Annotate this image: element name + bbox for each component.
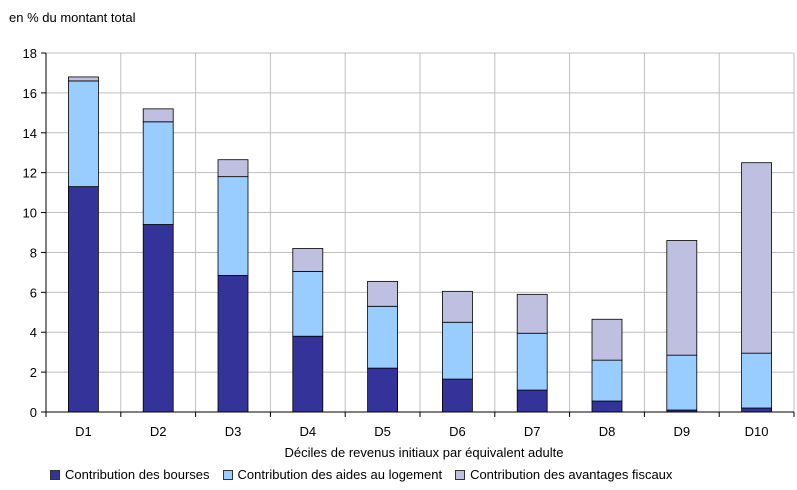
bar-segment-d8-s2	[591, 318, 623, 361]
bar-segment-d6-s0	[441, 378, 473, 413]
bar-segment-d7-s2	[516, 293, 548, 334]
x-tick-label: D8	[599, 424, 616, 439]
x-tick-label: D5	[374, 424, 391, 439]
axes: 0 2 4 6 8 10 12 14 16 18 D1 D2 D3 D4 D5 D6 D7 D8 D9 D10	[23, 46, 795, 439]
y-tick-label: 8	[30, 245, 37, 260]
legend-label-bourses: Contribution des bourses	[65, 467, 210, 482]
bar-segment-d4-s1	[292, 270, 324, 337]
legend-swatch-avantages-fiscaux	[455, 469, 466, 480]
y-tick-label: 12	[23, 166, 37, 181]
bar-segment-d2-s1	[142, 121, 174, 225]
y-tick-label: 0	[30, 405, 37, 420]
y-tick-label: 2	[30, 365, 37, 380]
bars	[68, 76, 772, 413]
bar-segment-d6-s1	[441, 321, 473, 380]
bar-segment-d3-s1	[217, 176, 249, 276]
legend-swatch-bourses	[50, 469, 60, 480]
x-tick-label: D9	[673, 424, 690, 439]
bar-segment-d8-s1	[591, 359, 623, 402]
x-tick-label: D2	[150, 424, 167, 439]
bar-segment-d1-s0	[68, 186, 99, 413]
x-tick-label: D4	[299, 424, 316, 439]
bar-segment-d4-s2	[292, 248, 324, 272]
x-axis-title: Déciles de revenus initiaux par équivale…	[285, 445, 564, 460]
bar-segment-d1-s2	[68, 76, 99, 82]
legend: Contribution des bourses Contribution de…	[50, 467, 672, 482]
y-tick-label: 14	[23, 126, 37, 141]
legend-swatch-aides-logement	[222, 469, 233, 480]
legend-label-avantages-fiscaux: Contribution des avantages fiscaux	[470, 467, 673, 482]
y-tick-label: 10	[23, 206, 37, 221]
y-tick-label: 6	[30, 285, 37, 300]
bar-segment-d7-s1	[516, 332, 548, 391]
legend-item-bourses: Contribution des bourses	[50, 467, 210, 482]
bar-segment-d3-s2	[217, 159, 249, 178]
x-tick-label: D3	[225, 424, 242, 439]
legend-item-aides-logement: Contribution des aides au logement	[222, 467, 443, 482]
x-tick-label: D7	[524, 424, 541, 439]
bar-segment-d2-s0	[142, 224, 174, 413]
bar-segment-d9-s2	[666, 240, 698, 356]
bar-segment-d10-s1	[741, 352, 772, 409]
x-tick-label: D6	[449, 424, 466, 439]
x-tick-label: D10	[745, 424, 769, 439]
legend-item-avantages-fiscaux: Contribution des avantages fiscaux	[455, 467, 672, 482]
bar-segment-d5-s0	[367, 367, 399, 413]
bar-segment-d7-s0	[516, 389, 548, 413]
bar-segment-d10-s0	[741, 407, 772, 413]
bar-segment-d2-s2	[142, 108, 174, 123]
bar-segment-d4-s0	[292, 335, 324, 413]
y-tick-label: 16	[23, 86, 37, 101]
x-tick-label: D1	[75, 424, 92, 439]
bar-segment-d9-s1	[666, 354, 698, 411]
bar-segment-d5-s1	[367, 305, 399, 369]
bar-segment-d6-s2	[441, 290, 473, 323]
legend-label-aides-logement: Contribution des aides au logement	[237, 467, 443, 482]
y-tick-label: 4	[30, 325, 37, 340]
bar-segment-d5-s2	[367, 280, 399, 307]
y-tick-label: 18	[23, 46, 37, 61]
unit-label: en % du montant total	[9, 10, 136, 25]
bar-segment-d10-s2	[741, 162, 772, 354]
bar-segment-d8-s0	[591, 400, 623, 413]
bar-segment-d1-s1	[68, 80, 99, 188]
bar-segment-d3-s0	[217, 274, 249, 413]
